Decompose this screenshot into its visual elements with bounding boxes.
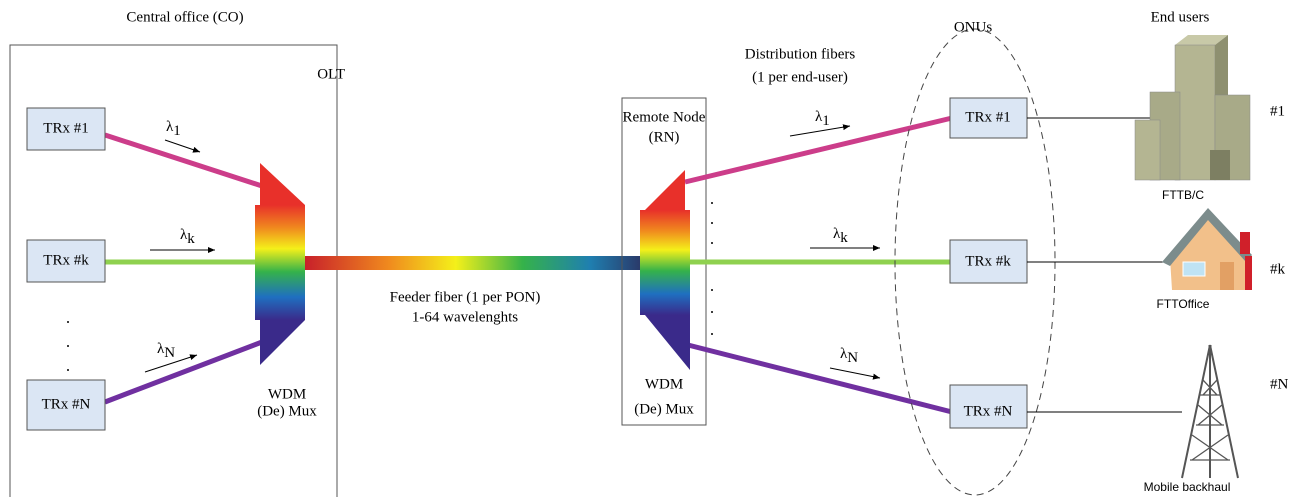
distribution-label: Distribution fibers — [745, 46, 856, 62]
icon-label: Mobile backhaul — [1144, 480, 1231, 494]
dot — [67, 321, 69, 323]
dot — [711, 289, 713, 291]
mux-label: (De) Mux — [257, 403, 317, 419]
arrow — [829, 367, 881, 380]
olt-label: OLT — [317, 66, 345, 82]
lambda: λN — [157, 341, 175, 361]
user-id: #1 — [1270, 103, 1285, 119]
feeder-label: 1-64 wavelenghts — [412, 309, 518, 325]
lambda: λ1 — [815, 109, 830, 129]
lambda-index: N — [847, 350, 858, 366]
trx-box — [949, 239, 1028, 284]
arrow — [144, 354, 198, 373]
lambda-symbol: λ — [166, 119, 174, 135]
door — [1210, 150, 1230, 180]
lambda-index: 1 — [173, 123, 181, 139]
arrow — [789, 124, 851, 137]
lambda-symbol: λ — [157, 341, 165, 357]
fiber — [684, 115, 953, 185]
co-title: Central office (CO) — [126, 9, 243, 25]
lambda-index: N — [164, 345, 175, 361]
mux-wedge — [645, 170, 685, 210]
lambda-index: k — [187, 231, 195, 247]
trx-label: TRx #1 — [43, 120, 88, 136]
dot — [67, 345, 69, 347]
dot — [67, 369, 69, 371]
chimney — [1240, 232, 1250, 254]
trx-label: TRx #1 — [965, 109, 1010, 125]
leg — [1209, 344, 1239, 479]
rn-title: (RN) — [649, 129, 680, 145]
dot — [711, 242, 713, 244]
window — [1182, 261, 1206, 277]
user-id: #N — [1270, 376, 1289, 392]
trx-label: TRx #k — [965, 253, 1011, 269]
roof — [1175, 35, 1228, 45]
lambda: λN — [840, 346, 858, 366]
icon-label: FTTOffice — [1157, 297, 1210, 311]
fiber — [687, 342, 953, 415]
dot — [711, 202, 713, 204]
dot — [711, 311, 713, 313]
tower-block — [1174, 44, 1216, 181]
lambda-symbol: λ — [815, 109, 823, 125]
mux-body — [640, 210, 690, 315]
feeder-fiber — [305, 256, 640, 270]
trx-box — [26, 239, 106, 283]
mux-label: (De) Mux — [634, 401, 694, 417]
fiber — [104, 132, 263, 189]
co-box — [9, 44, 338, 497]
right-mux — [640, 170, 690, 370]
dot — [711, 222, 713, 224]
distribution-label: (1 per end-user) — [752, 69, 848, 85]
mux-label: WDM — [268, 386, 306, 402]
icon-label: FTTB/C — [1162, 188, 1204, 202]
end-users-title: End users — [1151, 9, 1210, 25]
trx-box — [949, 97, 1028, 139]
user-id: #k — [1270, 261, 1286, 277]
fiber — [104, 339, 263, 405]
roof — [1162, 208, 1252, 266]
mux-wedge — [260, 163, 305, 205]
feeder-label: Feeder fiber (1 per PON) — [390, 289, 541, 305]
building-icon — [1134, 35, 1251, 181]
leg — [1181, 344, 1211, 479]
tower-icon — [1181, 344, 1239, 479]
block — [1134, 119, 1161, 181]
mux-wedge — [260, 320, 305, 365]
lambda: λk — [180, 227, 195, 247]
trx-box — [26, 107, 106, 151]
lambda: λ1 — [166, 119, 181, 139]
trx-box — [26, 379, 106, 431]
lambda-index: k — [840, 230, 848, 246]
lambda-symbol: λ — [180, 227, 188, 243]
lambda-index: 1 — [822, 113, 830, 129]
lambda: λk — [833, 226, 848, 246]
dot — [711, 333, 713, 335]
door — [1220, 262, 1234, 290]
trx-box — [949, 384, 1028, 429]
onus-title: ONUs — [954, 19, 992, 35]
house-icon — [1162, 208, 1252, 290]
mux-wedge — [645, 315, 690, 370]
trx-label: TRx #N — [42, 396, 91, 412]
trx-label: TRx #N — [964, 403, 1013, 419]
rn-dots — [711, 202, 713, 335]
left-transceivers: TRx #1 TRx #k TRx #N — [26, 107, 106, 431]
arrow — [164, 139, 201, 153]
rn-title: Remote Node — [623, 109, 706, 125]
side — [1245, 256, 1252, 290]
left-mux — [255, 163, 305, 365]
mux-body — [255, 205, 305, 320]
trx-label: TRx #k — [43, 252, 89, 268]
lambda-symbol: λ — [833, 226, 841, 242]
lambda-symbol: λ — [840, 346, 848, 362]
lattice — [1190, 379, 1230, 461]
mux-label: WDM — [645, 376, 683, 392]
